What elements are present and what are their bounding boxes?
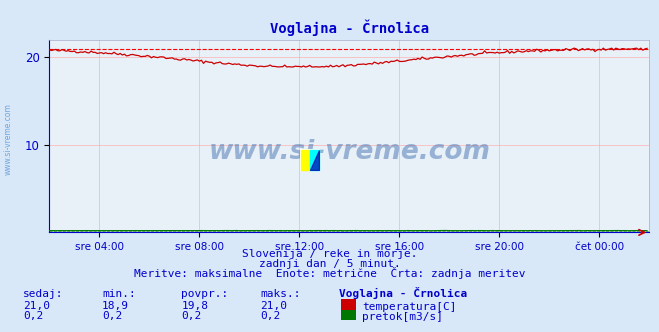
Text: 0,2: 0,2 — [102, 311, 123, 321]
Text: maks.:: maks.: — [260, 289, 301, 299]
Polygon shape — [310, 150, 319, 170]
Text: zadnji dan / 5 minut.: zadnji dan / 5 minut. — [258, 259, 401, 269]
Text: 21,0: 21,0 — [23, 301, 50, 311]
Title: Voglajna - Črnolica: Voglajna - Črnolica — [270, 19, 429, 36]
Text: 18,9: 18,9 — [102, 301, 129, 311]
Text: 19,8: 19,8 — [181, 301, 208, 311]
Text: 0,2: 0,2 — [181, 311, 202, 321]
Text: min.:: min.: — [102, 289, 136, 299]
Text: 21,0: 21,0 — [260, 301, 287, 311]
Text: povpr.:: povpr.: — [181, 289, 229, 299]
Text: sedaj:: sedaj: — [23, 289, 63, 299]
Text: pretok[m3/s]: pretok[m3/s] — [362, 312, 444, 322]
Text: www.si-vreme.com: www.si-vreme.com — [208, 138, 490, 165]
Text: 0,2: 0,2 — [260, 311, 281, 321]
Text: Voglajna - Črnolica: Voglajna - Črnolica — [339, 287, 468, 299]
Text: Slovenija / reke in morje.: Slovenija / reke in morje. — [242, 249, 417, 259]
Text: www.si-vreme.com: www.si-vreme.com — [3, 104, 13, 175]
Text: Meritve: maksimalne  Enote: metrične  Črta: zadnja meritev: Meritve: maksimalne Enote: metrične Črta… — [134, 267, 525, 279]
Text: temperatura[C]: temperatura[C] — [362, 302, 457, 312]
Text: 0,2: 0,2 — [23, 311, 43, 321]
